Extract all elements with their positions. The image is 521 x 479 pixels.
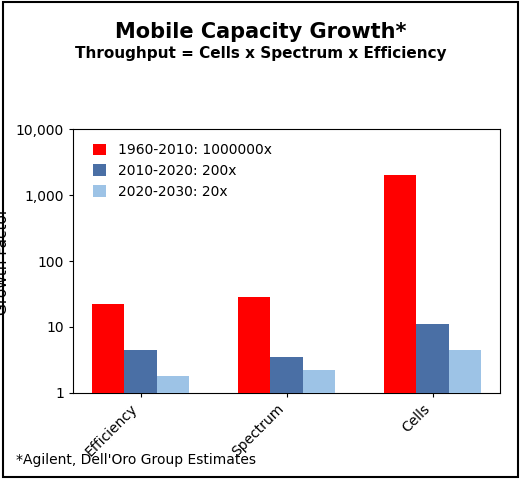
Text: Throughput = Cells x Spectrum x Efficiency: Throughput = Cells x Spectrum x Efficien…	[75, 46, 446, 60]
Bar	[270, 357, 303, 479]
Bar	[384, 175, 416, 479]
Bar	[92, 304, 125, 479]
Text: *Agilent, Dell'Oro Group Estimates: *Agilent, Dell'Oro Group Estimates	[16, 453, 256, 467]
Text: Mobile Capacity Growth*: Mobile Capacity Growth*	[115, 22, 406, 42]
Bar	[239, 297, 270, 479]
Bar	[303, 370, 334, 479]
Bar	[157, 376, 189, 479]
Bar	[416, 324, 449, 479]
Y-axis label: Growth Factor: Growth Factor	[0, 207, 10, 315]
Bar	[125, 350, 157, 479]
Bar	[449, 350, 481, 479]
Legend: 1960-2010: 1000000x, 2010-2020: 200x, 2020-2030: 20x: 1960-2010: 1000000x, 2010-2020: 200x, 20…	[89, 139, 276, 203]
